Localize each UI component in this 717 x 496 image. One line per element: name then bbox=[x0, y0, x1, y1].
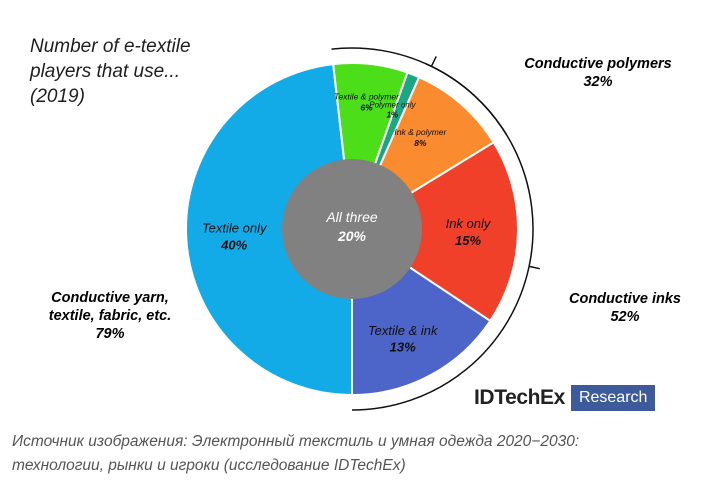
caption-line-1: Источник изображения: Электронный тексти… bbox=[12, 433, 580, 450]
chart-title-line-2: players that use... bbox=[30, 61, 180, 82]
chart-title-line-1: Number of e-textile bbox=[30, 36, 191, 57]
slice-value-polymer-only: 1% bbox=[387, 111, 399, 120]
group-brackets bbox=[331, 47, 541, 411]
slice-textile-only bbox=[185, 62, 353, 397]
bracket-conductive-inks-tick bbox=[528, 265, 541, 270]
logo-tag: Research bbox=[570, 385, 656, 411]
caption-line-2: технологии, рынки и игроки (исследование… bbox=[12, 457, 406, 474]
group-label-value: 52% bbox=[610, 309, 640, 325]
logo-name: IDTechEx bbox=[474, 386, 565, 409]
idtechex-logo: IDTechEx Research bbox=[474, 385, 656, 411]
slice-value-ink-only: 15% bbox=[455, 233, 481, 248]
slice-value-ink-and-polymer: 8% bbox=[414, 138, 427, 148]
group-label-value: 79% bbox=[95, 326, 125, 342]
slice-value-textile-and-ink: 13% bbox=[390, 340, 416, 355]
slice-label-textile-only: Textile only bbox=[202, 220, 268, 235]
image-caption: Источник изображения: Электронный тексти… bbox=[12, 430, 702, 478]
chart-title: Number of e-textile players that use... … bbox=[30, 34, 250, 109]
group-label-conductive-yarn: Conductive yarn, textile, fabric, etc. 7… bbox=[20, 289, 200, 343]
group-label-line: textile, fabric, etc. bbox=[48, 308, 172, 324]
group-label-value: 32% bbox=[583, 74, 613, 90]
group-label-conductive-inks: Conductive inks 52% bbox=[550, 290, 700, 326]
slice-label-ink-only: Ink only bbox=[446, 216, 492, 231]
slice-label-ink-and-polymer: Ink & polymer bbox=[394, 127, 447, 137]
group-label-line: Conductive yarn, bbox=[51, 290, 169, 306]
slice-value-textile-and-polymer: 6% bbox=[360, 103, 373, 113]
center-value: 20% bbox=[337, 228, 367, 244]
slice-label-textile-and-polymer: Textile & polymer bbox=[334, 92, 400, 102]
bracket-conductive-polymers-tick bbox=[430, 56, 437, 67]
chart-figure: Number of e-textile players that use... … bbox=[20, 34, 700, 411]
chart-title-line-3: (2019) bbox=[30, 86, 85, 107]
slice-value-textile-only: 40% bbox=[220, 237, 247, 252]
group-label-line: Conductive inks bbox=[569, 291, 681, 307]
slice-labels-layer: Textile only 40% Textile & polymer6%Polyme… bbox=[202, 92, 492, 355]
center-circle bbox=[282, 159, 422, 299]
group-label-conductive-polymers: Conductive polymers 32% bbox=[508, 55, 688, 91]
center-label: All three bbox=[325, 209, 378, 225]
slice-label-textile-and-ink: Textile & ink bbox=[368, 323, 439, 338]
donut-chart: All three 20% Textile only 40% Textile & p… bbox=[185, 47, 541, 411]
slice-ink-only bbox=[350, 141, 519, 323]
group-label-line: Conductive polymers bbox=[524, 56, 672, 72]
slice-label-polymer-only: Polymer only bbox=[369, 100, 416, 109]
